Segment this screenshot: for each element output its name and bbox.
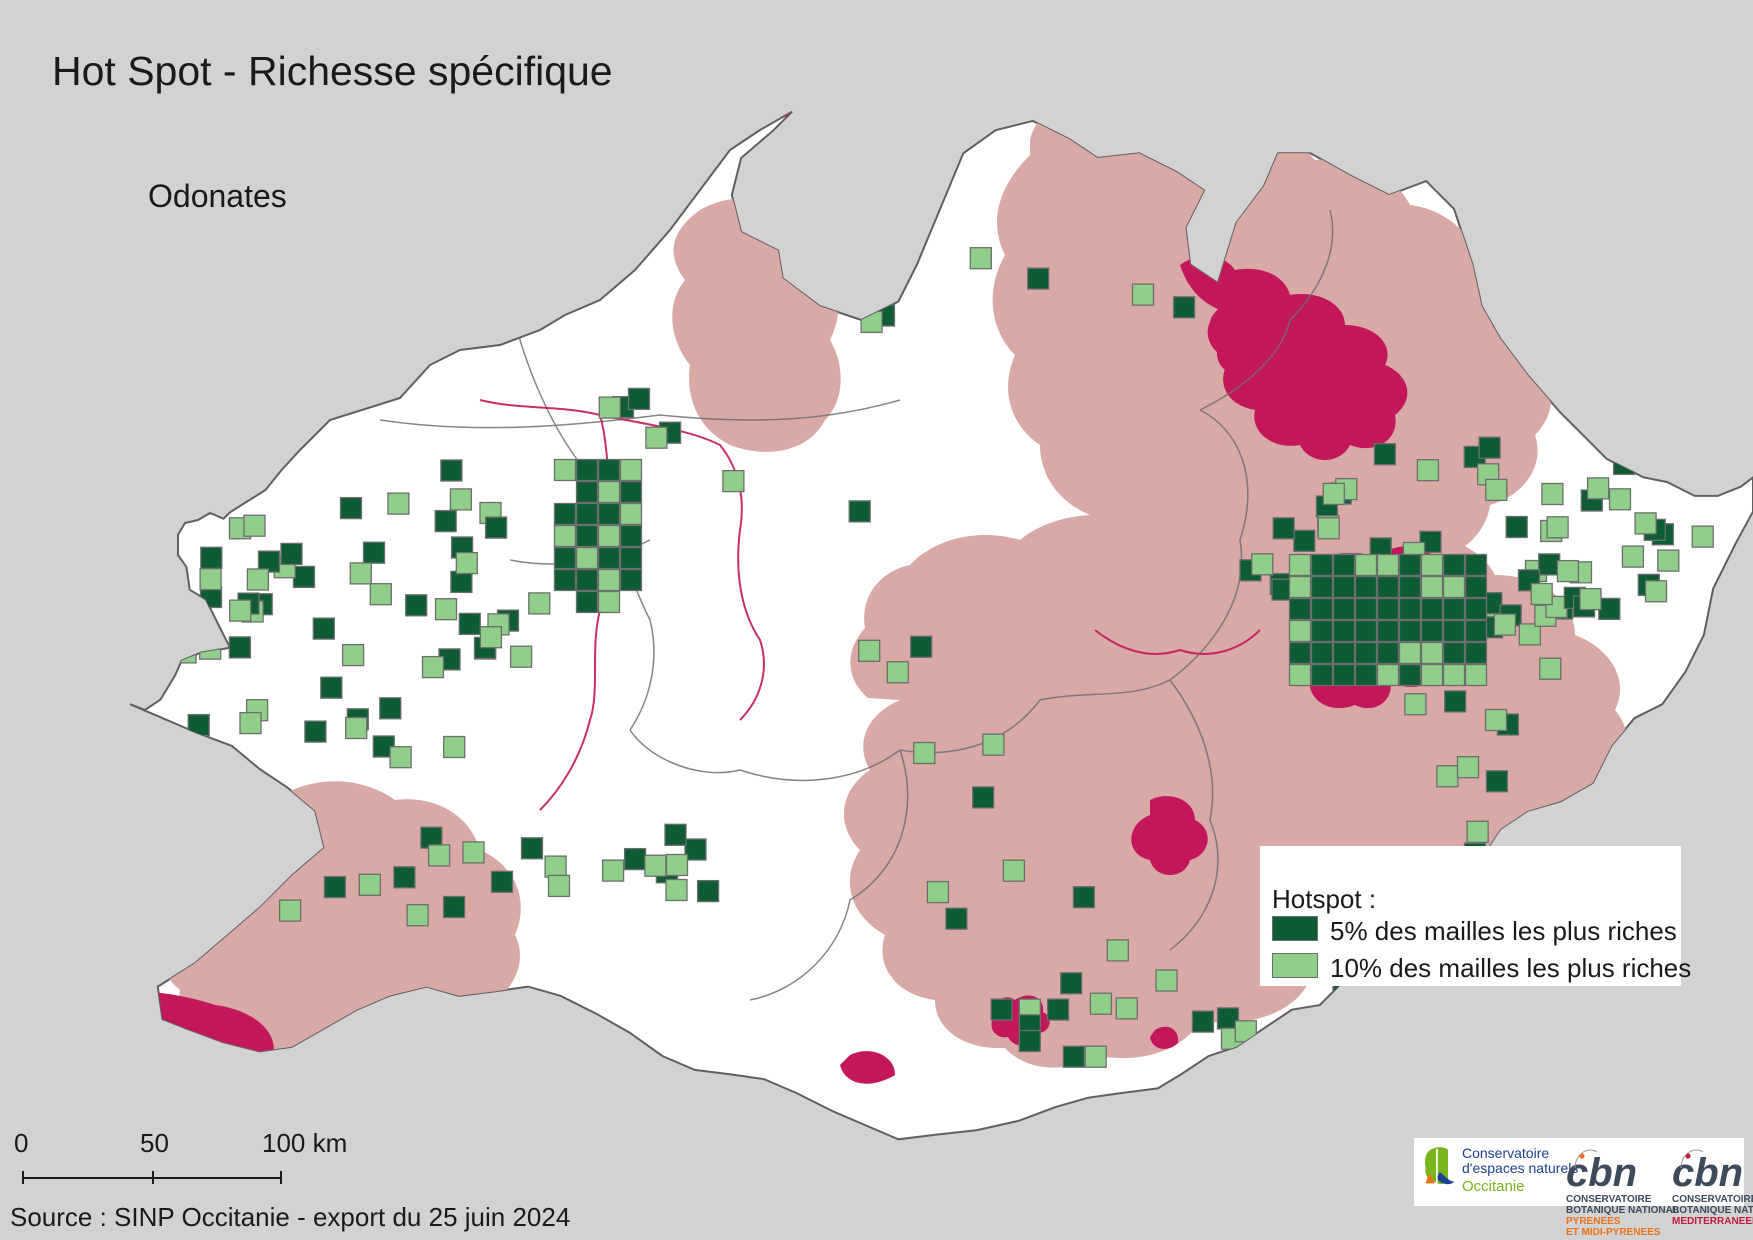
svg-text:BOTANIQUE NATIONAL: BOTANIQUE NATIONAL [1566,1205,1679,1216]
svg-text:BOTANIQUE NATIONAL: BOTANIQUE NATIONAL [1672,1205,1753,1216]
svg-text:CONSERVATOIRE: CONSERVATOIRE [1672,1194,1753,1205]
svg-text:MEDITERRANEEN: MEDITERRANEEN [1672,1216,1753,1227]
svg-text:Occitanie: Occitanie [1462,1178,1525,1195]
svg-text:PYRENEES: PYRENEES [1566,1216,1621,1227]
svg-text:ET MIDI-PYRENEES: ET MIDI-PYRENEES [1566,1227,1661,1238]
svg-text:cbn: cbn [1672,1151,1743,1195]
svg-text:d'espaces naturels: d'espaces naturels [1462,1160,1578,1176]
svg-text:CONSERVATOIRE: CONSERVATOIRE [1566,1194,1652,1205]
svg-text:Conservatoire: Conservatoire [1462,1145,1549,1161]
svg-text:cbn: cbn [1566,1151,1637,1195]
